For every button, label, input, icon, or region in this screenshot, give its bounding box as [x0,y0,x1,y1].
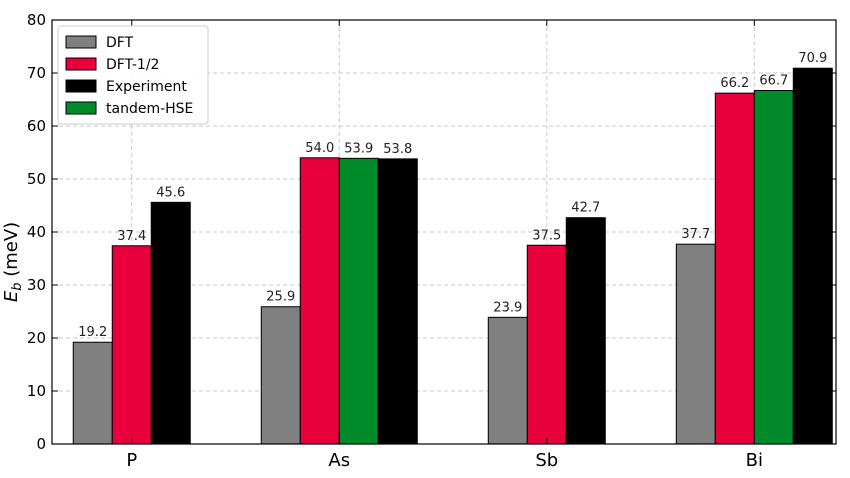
y-tick-label: 20 [27,329,46,347]
legend-swatch-dft [65,35,97,49]
legend-label-dft-1-2: DFT-1/2 [106,57,159,73]
bar-dft-1-2-sb [526,244,567,445]
bar-dft-1-2-p [111,245,152,445]
x-tick-label-p: P [126,450,137,471]
value-label-dft-bi: 37.7 [681,227,710,242]
value-label-experiment-p: 45.6 [156,185,185,200]
bar-experiment-p [150,201,191,445]
bar-dft-1-2-as [299,157,340,445]
value-label-dft-1-2-p: 37.4 [117,229,146,244]
plot-frame [51,19,837,445]
y-axis-label: Eb (meV) [1,222,25,302]
y-tick-label: 10 [27,382,46,400]
bar-tandem-hse-bi [753,89,794,445]
bar-dft-bi [675,243,716,445]
legend-label-experiment: Experiment [106,79,187,95]
value-label-experiment-as: 53.8 [383,142,412,157]
legend: DFT DFT-1/2 Experiment tandem-HSE [57,25,209,125]
bar-dft-as [260,306,301,445]
y-tick-label: 0 [36,435,46,453]
y-tick-label: 50 [27,170,46,188]
bar-experiment-bi [792,67,833,445]
y-axis-label-symbol: E [1,290,22,302]
legend-box [57,25,209,125]
axes: 0 10 20 30 40 50 60 70 80 P As Sb Bi [27,11,837,471]
x-tick-label-sb: Sb [535,450,558,471]
value-label-tandem-hse-bi: 66.7 [759,73,788,88]
y-tick-label: 40 [27,223,46,241]
value-label-dft-sb: 23.9 [493,300,522,315]
y-tick-label: 70 [27,64,46,82]
legend-swatch-experiment [65,79,97,93]
legend-label-tandem-hse: tandem-HSE [106,101,193,117]
value-label-dft-p: 19.2 [78,325,107,340]
legend-swatch-dft-1-2 [65,57,97,71]
legend-label-dft: DFT [106,35,134,51]
value-labels: 19.2 37.4 45.6 25.9 54.0 53.9 53.8 23.9 37.5 42.7… [78,51,827,340]
y-tick-label: 30 [27,276,46,294]
value-label-dft-1-2-as: 54.0 [305,141,334,156]
value-label-dft-as: 25.9 [266,290,295,305]
y-axis-label-unit: (meV) [1,222,22,283]
value-label-dft-1-2-sb: 37.5 [532,228,561,243]
bar-experiment-sb [565,217,606,445]
value-label-dft-1-2-bi: 66.2 [720,76,749,91]
x-tick-label-as: As [328,450,350,471]
bar-dft-1-2-bi [714,92,755,445]
bar-dft-p [72,341,113,445]
y-tick-label: 80 [27,11,46,29]
y-tick-label: 60 [27,117,46,135]
y-axis-label-subscript: b [10,283,25,291]
x-tick-label-bi: Bi [746,450,763,471]
value-label-tandem-hse-as: 53.9 [344,141,373,156]
value-label-experiment-sb: 42.7 [571,201,600,216]
legend-swatch-tandem-hse [65,101,97,115]
value-label-experiment-bi: 70.9 [798,51,827,66]
bar-experiment-as [377,158,418,445]
bar-tandem-hse-as [338,157,379,445]
bars [72,67,833,445]
bar-dft-sb [487,316,528,445]
